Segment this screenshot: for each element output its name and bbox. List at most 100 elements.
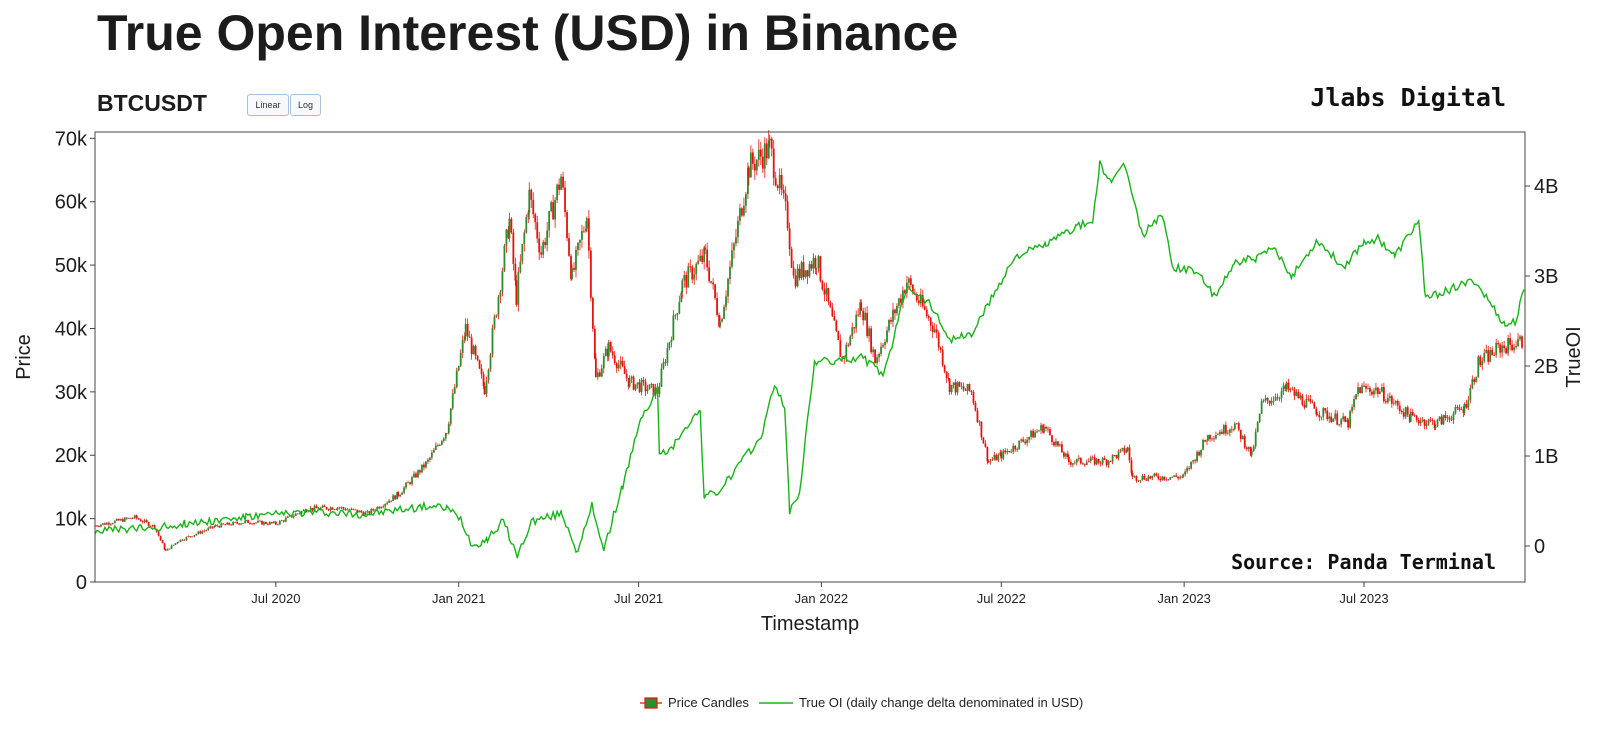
candle-body [548,211,551,231]
candle-body [719,321,721,327]
candle-body [211,526,214,528]
candle-body [1289,389,1292,391]
candle-body [956,382,959,393]
candle-body [1032,430,1034,438]
candle-body [195,533,198,536]
candle-body [723,306,725,319]
candle-body [948,378,951,393]
candle-body [1519,336,1521,340]
legend-item-true-oi[interactable]: True OI (daily change delta denominated … [758,695,1083,710]
candle-body [1043,426,1045,433]
candle-body [1157,475,1160,479]
candle-body [1143,475,1146,480]
x-tick-label: Jan 2023 [1157,591,1211,606]
candle-body [236,522,239,524]
candle-body [1406,407,1409,415]
candle-body [1145,479,1148,481]
candle-body [244,520,246,523]
candle-body [482,374,485,386]
candle-body [917,300,920,304]
candle-body [1503,345,1506,349]
candle-body [1190,461,1193,469]
candle-body [1479,356,1482,366]
candle-body [974,402,977,411]
y-left-tick-label: 70k [55,128,88,150]
candle-body [1202,440,1204,450]
candle-body [1182,474,1185,477]
candle-body [800,262,803,279]
candle-body [457,366,460,371]
candle-body [390,500,393,502]
candle-body [964,389,967,391]
candle-body [962,386,965,390]
candle-body [267,523,269,525]
candle-body [1239,429,1242,439]
candle-body [1139,480,1142,481]
candle-body [1196,451,1198,462]
candle-body [747,167,750,178]
candle-body [1107,460,1110,466]
candle-body [987,461,990,463]
legend-item-price-candles[interactable]: Price Candles [640,695,749,710]
candle-body [699,255,702,261]
candle-body [859,302,862,315]
candle-body [201,531,204,534]
candle-body [721,318,723,322]
y-left-tick-label: 0 [76,572,87,594]
candle-body [676,313,679,315]
y-left-tick-label: 10k [55,509,88,531]
y-left-tick-label: 20k [55,445,88,467]
candle-body [857,314,860,316]
candle-body [185,536,188,540]
candle-body [438,445,441,446]
y-left-tick-label: 30k [55,382,88,404]
candle-body [697,260,700,264]
candle-body [309,507,312,512]
candle-body [1276,397,1279,399]
candle-body [434,445,437,450]
candle-body [1361,385,1363,394]
candle-body [1075,459,1078,463]
candle-body [666,347,669,363]
candle-body [812,258,815,269]
candle-body [501,270,504,292]
candle-body [1456,407,1459,408]
candle-body [372,509,375,511]
candle-body [933,329,936,332]
candle-body [1501,345,1504,353]
candle-body [1173,475,1176,477]
candle-body [1454,407,1457,414]
candle-body [1293,388,1296,396]
candle-body [1438,416,1441,420]
candle-body [1121,447,1124,450]
candle-body [336,507,339,510]
candle-body [1390,396,1393,404]
candle-body [849,336,852,346]
candle-body [794,275,797,287]
y-right-tick-label: 1B [1534,446,1558,468]
x-axis-label: Timestamp [761,613,859,635]
candle-body [1379,391,1381,394]
candle-body [425,461,427,468]
candle-body [1264,397,1267,401]
linear-scale-button[interactable]: Linear [247,94,289,116]
candle-body [1305,398,1308,408]
candle-body [1347,419,1350,428]
candle-body [1061,444,1063,453]
candle-body [1219,431,1221,435]
candle-body [1159,478,1162,481]
chart-legend[interactable]: Price Candles True OI (daily change delt… [640,695,1093,710]
candle-body [461,339,464,353]
log-scale-button[interactable]: Log [290,94,321,116]
candle-body [585,228,587,231]
candle-body [670,340,673,343]
candle-body [737,220,739,238]
candle-body [919,295,922,304]
candle-body [538,238,541,253]
candle-body [399,494,401,497]
candle-body [226,522,229,525]
candle-body [927,316,930,318]
candle-body [507,229,510,239]
candle-body [489,354,492,370]
